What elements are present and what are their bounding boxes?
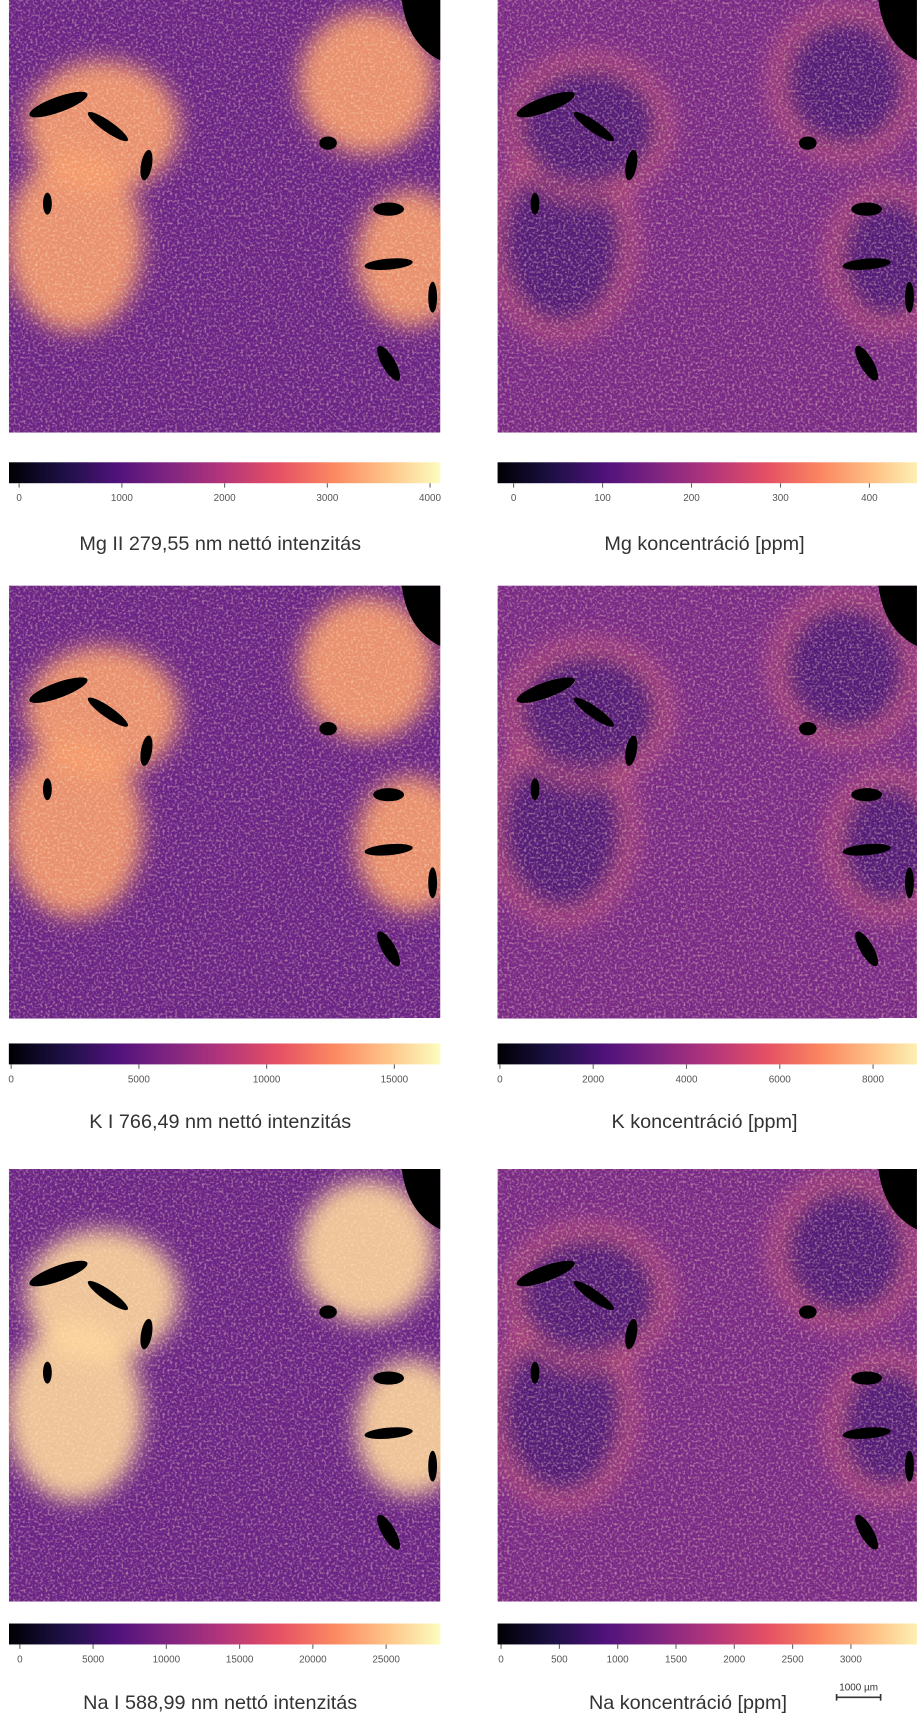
tick-label: 20000 — [299, 1654, 327, 1665]
tick-label: 1000 — [607, 1654, 630, 1665]
tick-label: 2500 — [782, 1654, 805, 1665]
hole — [851, 1371, 882, 1384]
tick-label: 1000 — [111, 493, 134, 504]
hole — [43, 193, 52, 215]
caption: Mg II 279,55 nm nettó intenzitás — [79, 533, 361, 555]
colorbar — [498, 1624, 917, 1645]
tick-label: 0 — [8, 1074, 14, 1085]
tick-label: 25000 — [372, 1654, 400, 1665]
hole — [43, 778, 52, 800]
heatmap-image — [7, 0, 466, 433]
hole — [851, 788, 882, 801]
texture — [9, 1169, 440, 1602]
hole — [531, 778, 540, 800]
tick-label: 2000 — [723, 1654, 746, 1665]
colorbar — [9, 1624, 440, 1645]
tick-label: 1500 — [665, 1654, 688, 1665]
tick-label: 200 — [683, 493, 700, 504]
figure: 01000200030004000Mg II 279,55 nm nettó i… — [0, 0, 917, 1727]
heatmap-image — [7, 586, 466, 1019]
hole — [428, 282, 437, 313]
texture — [498, 1169, 917, 1602]
texture — [9, 0, 440, 433]
colorbar — [498, 462, 917, 483]
hole — [43, 1362, 52, 1384]
tick-label: 2000 — [582, 1074, 605, 1085]
tick-label: 15000 — [226, 1654, 254, 1665]
hole — [531, 1362, 540, 1384]
tick-label: 2000 — [214, 493, 237, 504]
hole — [799, 722, 817, 735]
tick-label: 100 — [594, 493, 611, 504]
tick-label: 300 — [772, 493, 789, 504]
hole — [319, 722, 337, 735]
colorbar — [9, 1043, 440, 1064]
tick-label: 400 — [861, 493, 878, 504]
hole — [851, 203, 882, 216]
caption: K koncentráció [ppm] — [612, 1111, 798, 1133]
heatmap-image — [487, 586, 917, 1019]
hole — [373, 788, 404, 801]
hole — [799, 1305, 817, 1318]
heatmap-image — [487, 1169, 917, 1602]
colorbar — [498, 1043, 917, 1064]
hole — [531, 193, 540, 215]
hole — [905, 867, 914, 898]
scale-bar-label: 1000 µm — [839, 1683, 878, 1694]
heatmap-image — [487, 0, 917, 433]
tick-label: 10000 — [153, 1654, 181, 1665]
tick-label: 3000 — [316, 493, 339, 504]
tick-label: 0 — [497, 1074, 503, 1085]
tick-label: 4000 — [675, 1074, 698, 1085]
texture — [498, 586, 917, 1019]
caption: Mg koncentráció [ppm] — [604, 533, 804, 555]
heatmap-image — [7, 1169, 466, 1602]
caption: K I 766,49 nm nettó intenzitás — [89, 1111, 351, 1133]
scale-bar — [837, 1694, 881, 1701]
hole — [428, 1451, 437, 1482]
tick-label: 5000 — [128, 1074, 151, 1085]
hole — [428, 867, 437, 898]
tick-label: 4000 — [419, 493, 442, 504]
hole — [319, 136, 337, 149]
hole — [373, 1371, 404, 1384]
tick-label: 500 — [551, 1654, 568, 1665]
hole — [319, 1305, 337, 1318]
hole — [905, 282, 914, 313]
hole — [905, 1451, 914, 1482]
tick-label: 10000 — [253, 1074, 281, 1085]
hole — [373, 203, 404, 216]
colorbar — [9, 462, 440, 483]
tick-label: 5000 — [82, 1654, 105, 1665]
tick-label: 0 — [16, 493, 22, 504]
tick-label: 15000 — [381, 1074, 409, 1085]
caption: Na koncentráció [ppm] — [589, 1692, 787, 1714]
tick-label: 0 — [511, 493, 517, 504]
tick-label: 0 — [498, 1654, 504, 1665]
tick-label: 0 — [17, 1654, 23, 1665]
tick-label: 8000 — [862, 1074, 885, 1085]
texture — [9, 586, 440, 1019]
texture — [498, 0, 917, 433]
hole — [799, 136, 817, 149]
tick-label: 6000 — [769, 1074, 792, 1085]
caption: Na I 588,99 nm nettó intenzitás — [83, 1692, 357, 1714]
tick-label: 3000 — [840, 1654, 863, 1665]
